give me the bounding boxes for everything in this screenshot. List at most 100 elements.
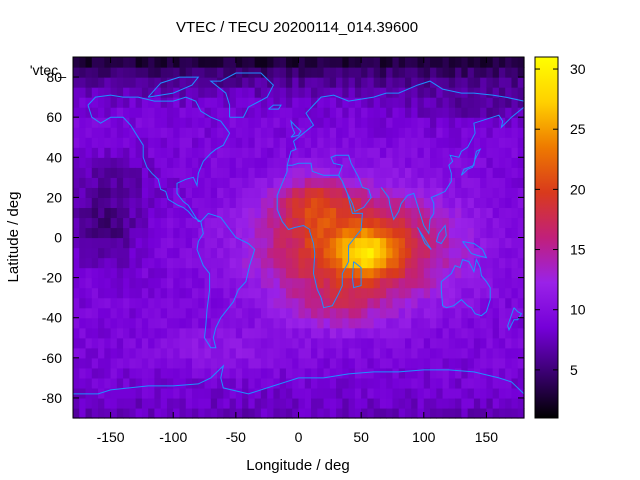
heatmap-cell: [160, 377, 168, 389]
heatmap-cell: [204, 267, 212, 279]
heatmap-cell: [210, 397, 218, 409]
heatmap-cell: [160, 197, 168, 209]
heatmap-cell: [386, 157, 394, 168]
heatmap-cell: [198, 327, 206, 339]
heatmap-cell: [141, 297, 149, 309]
heatmap-cell: [198, 177, 206, 188]
heatmap-cell: [386, 227, 394, 239]
heatmap-cell: [317, 257, 325, 269]
heatmap-cell: [235, 397, 243, 409]
heatmap-cell: [141, 97, 149, 108]
heatmap-cell: [185, 327, 193, 339]
heatmap-cell: [442, 187, 450, 198]
heatmap-cell: [235, 197, 243, 209]
heatmap-cell: [517, 237, 525, 249]
heatmap-cell: [486, 317, 494, 329]
heatmap-cell: [467, 157, 475, 168]
heatmap-cell: [411, 337, 419, 349]
heatmap-cell: [304, 297, 312, 309]
heatmap-cell: [442, 357, 450, 369]
heatmap-cell: [229, 347, 237, 359]
heatmap-cell: [98, 97, 105, 108]
heatmap-cell: [285, 197, 293, 209]
heatmap-cell: [311, 67, 318, 78]
heatmap-cell: [467, 397, 475, 409]
heatmap-cell: [192, 67, 199, 78]
heatmap-cell: [242, 377, 249, 389]
heatmap-cell: [179, 387, 187, 399]
heatmap-cell: [417, 207, 425, 219]
heatmap-cell: [254, 207, 262, 219]
heatmap-cell: [260, 387, 268, 399]
heatmap-cell: [392, 227, 400, 239]
heatmap-cell: [179, 267, 187, 279]
heatmap-cell: [123, 407, 130, 419]
heatmap-cell: [85, 87, 93, 98]
heatmap-cell: [430, 167, 437, 178]
heatmap-cell: [317, 87, 325, 98]
heatmap-cell: [292, 407, 300, 419]
heatmap-cell: [166, 107, 174, 118]
heatmap-cell: [411, 57, 419, 68]
heatmap-cell: [473, 167, 481, 178]
heatmap-cell: [423, 297, 431, 309]
heatmap-cell: [223, 287, 231, 299]
heatmap-cell: [423, 187, 431, 198]
heatmap-cell: [235, 127, 243, 138]
heatmap-cell: [85, 227, 93, 239]
heatmap-cell: [229, 197, 237, 209]
heatmap-cell: [411, 137, 419, 148]
heatmap-cell: [79, 377, 87, 389]
heatmap-cell: [329, 247, 337, 259]
heatmap-cell: [85, 347, 93, 359]
heatmap-cell: [154, 277, 162, 289]
heatmap-cell: [317, 247, 325, 259]
heatmap-cell: [85, 77, 93, 88]
x-tick-label: 100: [412, 429, 436, 445]
heatmap-cell: [98, 77, 105, 88]
heatmap-cell: [248, 247, 256, 259]
heatmap-cell: [480, 307, 488, 319]
heatmap-cell: [210, 167, 218, 178]
heatmap-cell: [411, 147, 419, 158]
heatmap-cell: [210, 217, 218, 229]
coastline: [435, 224, 447, 245]
heatmap-cell: [173, 357, 181, 369]
heatmap-cell: [279, 117, 287, 128]
heatmap-cell: [166, 237, 174, 249]
heatmap-cell: [204, 227, 212, 239]
heatmap-cell: [342, 197, 350, 209]
heatmap-cell: [179, 217, 187, 229]
heatmap-cell: [404, 267, 412, 279]
heatmap-cell: [430, 227, 437, 239]
heatmap-cell: [198, 387, 206, 399]
heatmap-cell: [91, 327, 99, 339]
heatmap-cell: [267, 237, 275, 249]
heatmap-cell: [198, 227, 206, 239]
heatmap-cell: [98, 347, 105, 359]
heatmap-cell: [461, 277, 469, 289]
heatmap-cell: [311, 387, 318, 399]
heatmap-cell: [386, 57, 394, 68]
colorbar-tick-label: 15: [570, 242, 586, 258]
heatmap-cell: [135, 357, 143, 369]
heatmap-cell: [285, 167, 293, 178]
heatmap-cell: [361, 327, 368, 339]
heatmap-cell: [160, 327, 168, 339]
heatmap-cell: [217, 167, 224, 178]
heatmap-cell: [98, 157, 105, 168]
heatmap-cell: [260, 337, 268, 349]
heatmap-cell: [329, 177, 337, 188]
heatmap-cell: [110, 327, 118, 339]
heatmap-cell: [192, 387, 199, 399]
heatmap-cell: [323, 337, 331, 349]
heatmap-cell: [348, 407, 356, 419]
heatmap-cell: [455, 197, 462, 209]
heatmap-cell: [404, 57, 412, 68]
heatmap-cell: [104, 187, 112, 198]
heatmap-cell: [455, 407, 462, 419]
heatmap-cell: [248, 327, 256, 339]
heatmap-cell: [492, 157, 500, 168]
heatmap-cell: [217, 327, 224, 339]
heatmap-cell: [461, 217, 469, 229]
